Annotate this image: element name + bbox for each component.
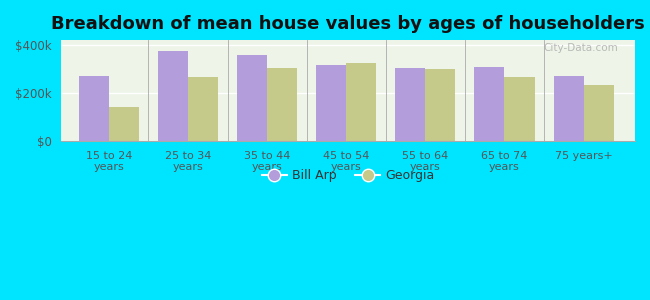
Bar: [79, 76, 109, 141]
Bar: [158, 51, 188, 141]
Bar: [474, 67, 504, 141]
Bar: [504, 77, 534, 141]
Bar: [554, 76, 584, 141]
Bar: [584, 85, 614, 141]
Bar: [109, 107, 139, 141]
Bar: [237, 55, 267, 141]
Text: City-Data.com: City-Data.com: [543, 43, 618, 53]
Bar: [346, 63, 376, 141]
Bar: [425, 69, 456, 141]
Bar: [267, 68, 297, 141]
Bar: [395, 68, 425, 141]
Title: Breakdown of mean house values by ages of householders: Breakdown of mean house values by ages o…: [51, 15, 645, 33]
Legend: Bill Arp, Georgia: Bill Arp, Georgia: [257, 164, 439, 188]
Bar: [188, 77, 218, 141]
Bar: [316, 65, 346, 141]
